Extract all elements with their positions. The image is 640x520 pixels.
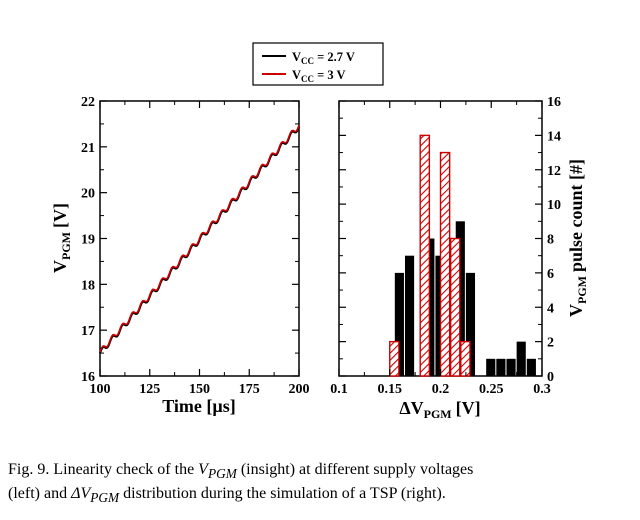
bar-vcc-2p7-9 bbox=[486, 358, 496, 376]
right-y-tick-label: 2 bbox=[547, 336, 554, 351]
legend: VCC = 2.7 V VCC = 3 V bbox=[252, 42, 384, 86]
right-x-tick-label: 0.15 bbox=[378, 382, 403, 397]
caption-var-1: VPGM bbox=[198, 461, 237, 482]
left-y-tick-label: 20 bbox=[81, 187, 95, 202]
right-x-axis-label: ΔVPGM [V] bbox=[399, 398, 480, 421]
bar-vcc-2p7-13 bbox=[526, 358, 536, 376]
left-series bbox=[98, 125, 301, 354]
right-y-tick-label: 4 bbox=[547, 301, 554, 316]
left-y-tick-label: 18 bbox=[81, 278, 95, 293]
left-y-tick-label: 21 bbox=[81, 141, 95, 156]
right-x-tick-label: 0.3 bbox=[533, 382, 551, 397]
legend-label-1: VCC = 2.7 V bbox=[292, 50, 355, 66]
right-axes-ticks: 0.1 0.15 0.2 0.25 0.30 2 4 6 8 10 12 14 16 bbox=[330, 95, 561, 397]
left-y-tick-label: 19 bbox=[81, 233, 95, 248]
right-y-tick-label: 0 bbox=[547, 370, 554, 385]
bar-vcc-2p7-11 bbox=[506, 358, 516, 376]
caption-text-2: (insight) at different supply voltages bbox=[236, 461, 474, 478]
left-y-tick-label: 16 bbox=[81, 370, 95, 385]
right-y-tick-label: 8 bbox=[547, 233, 554, 248]
right-x-tick-label: 0.1 bbox=[330, 382, 348, 397]
figure-caption: Fig. 9. Linearity check of the VPGM (ins… bbox=[8, 460, 634, 508]
left-x-tick-label: 175 bbox=[239, 382, 260, 397]
left-y-tick-label: 17 bbox=[81, 324, 95, 339]
left-y-axis-label: VPGM[V] bbox=[50, 203, 73, 273]
right-y-tick-label: 16 bbox=[547, 95, 561, 110]
left-x-tick-label: 150 bbox=[189, 382, 210, 397]
left-x-axis-label: Time [µs] bbox=[162, 396, 236, 416]
left-series-line-2 bbox=[99, 125, 300, 353]
right-y-tick-label: 12 bbox=[547, 164, 561, 179]
bar-vcc-3-6 bbox=[449, 237, 461, 377]
right-y-tick-label: 14 bbox=[547, 129, 561, 144]
bar-vcc-3-3 bbox=[419, 134, 431, 377]
bar-vcc-2p7-12 bbox=[516, 341, 526, 377]
bar-vcc-3-7 bbox=[460, 340, 471, 377]
bar-vcc-3-0 bbox=[389, 340, 400, 377]
left-x-tick-label: 200 bbox=[289, 382, 310, 397]
bar-vcc-3-5 bbox=[439, 151, 451, 377]
right-x-tick-label: 0.2 bbox=[432, 382, 450, 397]
left-x-tick-label: 100 bbox=[90, 382, 111, 397]
legend-label-2: VCC = 3 V bbox=[292, 68, 346, 84]
left-x-tick-label: 125 bbox=[139, 382, 160, 397]
figure: VCC = 2.7 V VCC = 3 V 100 125 150 175 200161… bbox=[50, 42, 589, 421]
caption-var-2: ΔVPGM bbox=[71, 485, 120, 506]
left-axes-ticks: 100 125 150 175 200 16 17 18 19 20 21 22 bbox=[81, 95, 310, 397]
caption-text-3: (left) and bbox=[8, 485, 72, 503]
right-y-tick-label: 6 bbox=[547, 267, 554, 282]
caption-text-1: Linearity check of the bbox=[49, 461, 199, 478]
bar-vcc-2p7-10 bbox=[496, 358, 506, 376]
right-x-tick-label: 0.25 bbox=[479, 382, 504, 397]
right-series bbox=[389, 134, 536, 377]
caption-text-4: distribution during the simulation of a … bbox=[119, 485, 446, 503]
bar-vcc-2p7-1 bbox=[404, 255, 415, 376]
left-y-tick-label: 22 bbox=[81, 95, 95, 110]
bar-vcc-2p7-7 bbox=[465, 272, 476, 377]
right-y-axis-label: VPGMpulse count [#] bbox=[566, 159, 589, 317]
right-y-tick-label: 10 bbox=[547, 198, 561, 213]
bar-vcc-2p7-0 bbox=[394, 272, 404, 377]
caption-label: Fig. 9. bbox=[8, 461, 50, 478]
